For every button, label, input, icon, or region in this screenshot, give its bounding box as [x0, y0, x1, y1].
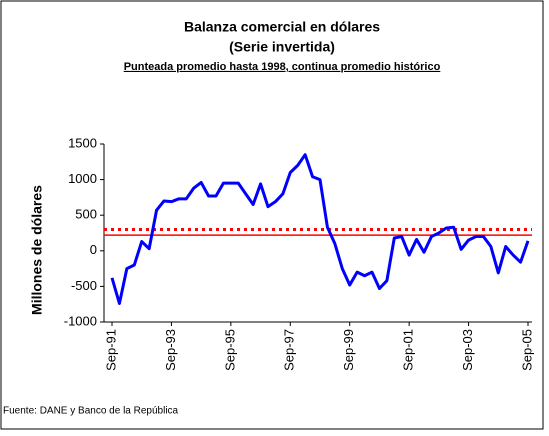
chart-title: Balanza comercial en dólares	[184, 19, 380, 35]
data-line	[110, 153, 530, 305]
y-tick-label: 500	[75, 207, 97, 222]
chart-note: Punteada promedio hasta 1998, continua p…	[124, 61, 441, 73]
y-axis-label: Millones de dólares	[29, 185, 45, 315]
y-tick-label: -500	[71, 278, 97, 293]
x-tick-label: Sep-03	[460, 329, 475, 371]
x-tick-label: Sep-05	[519, 329, 534, 371]
x-tick-label: Sep-95	[222, 329, 237, 371]
source: Fuente: DANE y Banco de la República	[3, 406, 179, 417]
y-tick-label: 1000	[68, 171, 97, 186]
y-tick-label: 0	[90, 242, 97, 257]
y-tick-label: 1500	[68, 135, 97, 150]
x-tick-label: Sep-01	[401, 329, 416, 371]
x-tick-label: Sep-99	[341, 329, 356, 371]
y-tick-label: -1000	[64, 313, 97, 328]
frame	[0, 0, 544, 430]
x-tick-label: Sep-97	[282, 329, 297, 371]
x-tick-label: Sep-91	[103, 329, 118, 371]
chart-subtitle: (Serie invertida)	[229, 39, 335, 55]
x-tick-label: Sep-93	[163, 329, 178, 371]
